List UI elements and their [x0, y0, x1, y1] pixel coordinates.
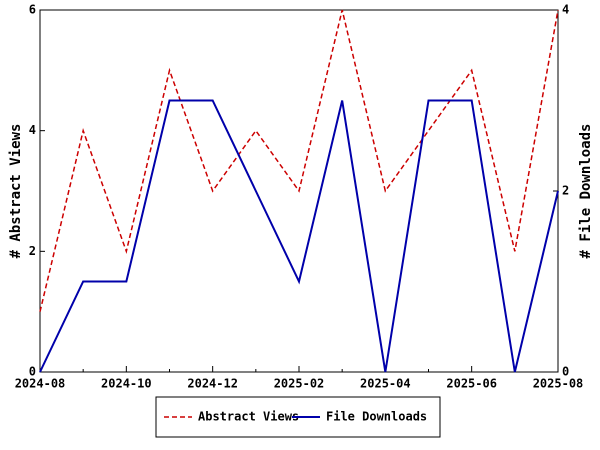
x-tick-label: 2024-10 [101, 377, 152, 391]
y2-tick-label: 4 [562, 3, 569, 17]
series-line [39, 99, 559, 373]
y-tick-label: 2 [29, 244, 36, 258]
x-tick-label: 2025-06 [446, 377, 497, 391]
x-tick-label: 2024-08 [15, 377, 66, 391]
x-tick-label: 2025-08 [533, 377, 584, 391]
legend-label: Abstract Views [198, 410, 299, 424]
y-tick-label: 0 [29, 365, 36, 379]
y2-axis-label: # File Downloads [578, 124, 594, 259]
y2-tick-label: 0 [562, 365, 569, 379]
x-tick-label: 2025-04 [360, 377, 411, 391]
series-line [39, 9, 559, 312]
y-axis-label: # Abstract Views [8, 124, 24, 259]
x-tick-label: 2024-12 [187, 377, 238, 391]
legend-label: File Downloads [326, 410, 427, 424]
y2-tick-label: 2 [562, 184, 569, 198]
x-tick-label: 2025-02 [274, 377, 325, 391]
y-tick-label: 4 [29, 123, 36, 137]
legend-box [155, 396, 441, 438]
y-tick-label: 6 [29, 3, 36, 17]
